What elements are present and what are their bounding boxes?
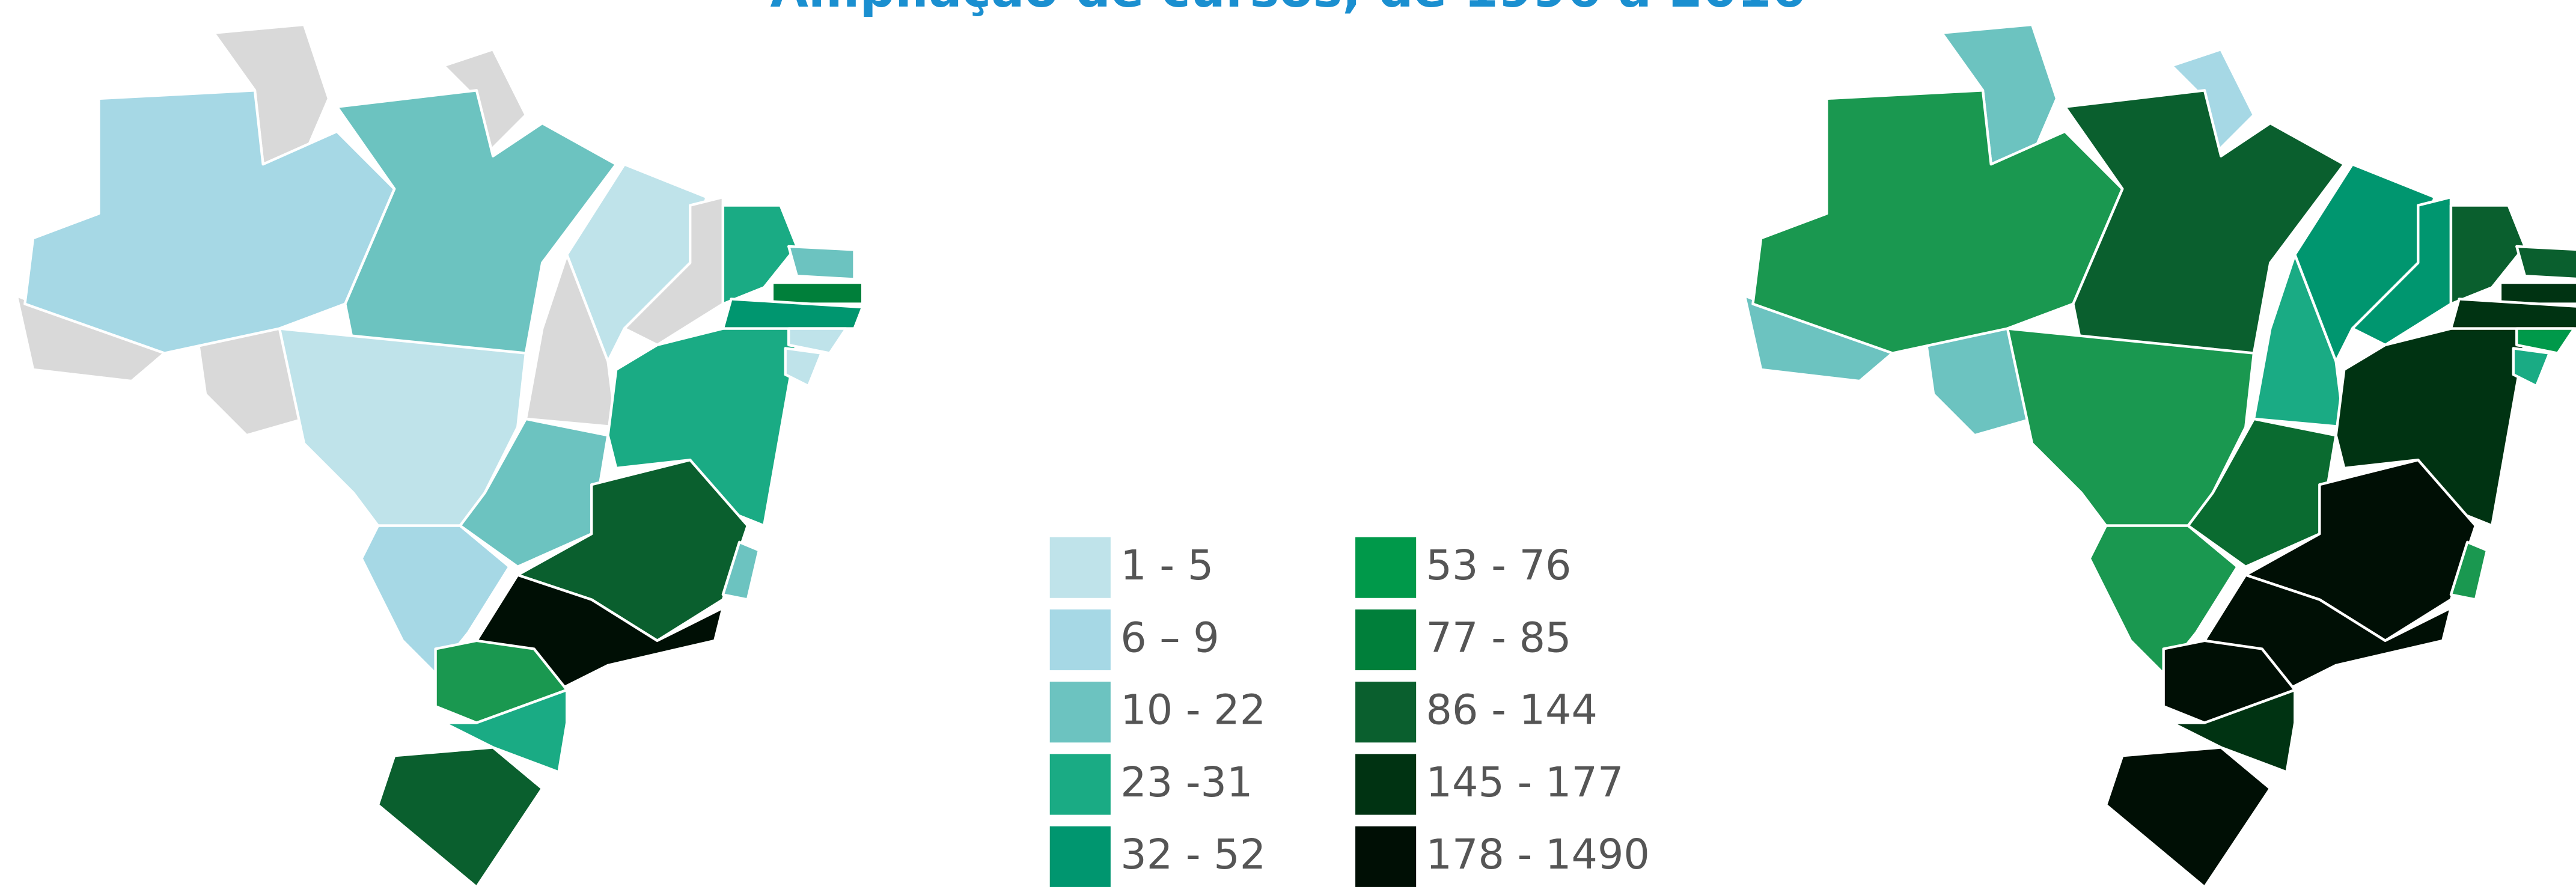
legend-swatch xyxy=(1355,826,1417,887)
legend-label: 53 - 76 xyxy=(1426,542,1572,590)
legend-swatch xyxy=(1355,537,1417,598)
legend-label: 10 - 22 xyxy=(1120,687,1266,735)
legend-label: 1 - 5 xyxy=(1120,542,1213,590)
legend-label: 77 - 85 xyxy=(1426,614,1572,662)
legend-swatch xyxy=(1355,609,1417,671)
legend-label: 145 - 177 xyxy=(1426,759,1624,807)
legend-swatch xyxy=(1355,682,1417,743)
map-1996 xyxy=(17,25,862,887)
legend-label: 32 - 52 xyxy=(1120,831,1266,879)
legend-swatch xyxy=(1049,682,1111,743)
legend-swatch xyxy=(1355,754,1417,815)
title: Ampliação de cursos, de 1996 a 2016 xyxy=(770,0,1805,19)
legend: 1 - 5 6 – 9 10 - 22 23 -31 32 - 52 53 - 76 77 … xyxy=(1049,537,1650,887)
legend-label: 6 – 9 xyxy=(1120,614,1219,662)
legend-swatch xyxy=(1049,609,1111,671)
legend-swatch xyxy=(1049,537,1111,598)
map-2016 xyxy=(1745,25,2576,887)
legend-swatch xyxy=(1049,754,1111,815)
legend-label: 178 - 1490 xyxy=(1426,831,1650,879)
legend-swatch xyxy=(1049,826,1111,887)
legend-label: 86 - 144 xyxy=(1426,687,1598,735)
legend-label: 23 -31 xyxy=(1120,759,1253,807)
